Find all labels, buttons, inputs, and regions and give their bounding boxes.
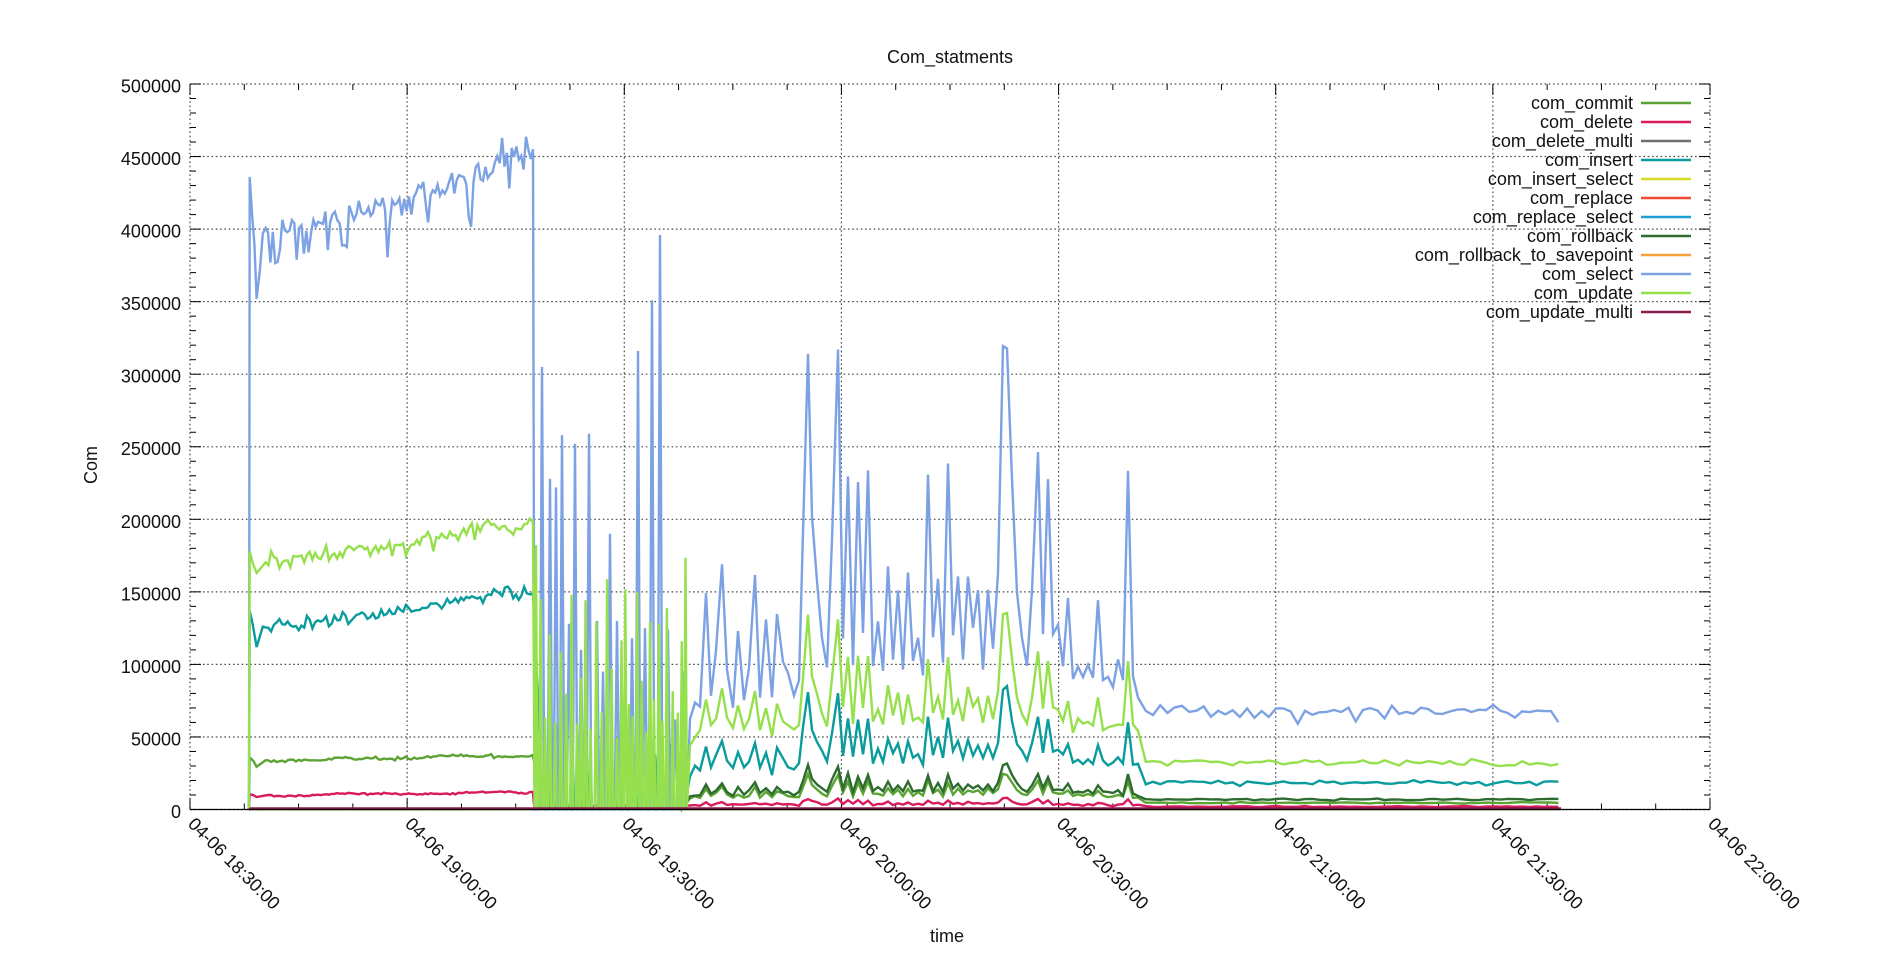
svg-text:150000: 150000 bbox=[121, 584, 181, 604]
svg-text:100000: 100000 bbox=[121, 657, 181, 677]
svg-text:com_update: com_update bbox=[1534, 283, 1633, 304]
svg-text:300000: 300000 bbox=[121, 367, 181, 387]
svg-text:com_rollback_to_savepoint: com_rollback_to_savepoint bbox=[1415, 245, 1633, 266]
svg-text:com_replace: com_replace bbox=[1530, 188, 1633, 209]
svg-text:50000: 50000 bbox=[131, 730, 181, 750]
svg-text:com_select: com_select bbox=[1542, 264, 1633, 285]
svg-text:com_rollback: com_rollback bbox=[1527, 226, 1634, 247]
svg-text:350000: 350000 bbox=[121, 294, 181, 314]
svg-text:com_replace_select: com_replace_select bbox=[1473, 207, 1633, 228]
svg-text:com_delete: com_delete bbox=[1540, 112, 1633, 133]
svg-text:250000: 250000 bbox=[121, 439, 181, 459]
svg-text:Com_statments: Com_statments bbox=[887, 47, 1013, 68]
svg-text:Com: Com bbox=[81, 446, 101, 484]
svg-text:com_delete_multi: com_delete_multi bbox=[1492, 131, 1633, 152]
svg-text:com_update_multi: com_update_multi bbox=[1486, 302, 1633, 323]
svg-text:time: time bbox=[930, 926, 964, 946]
svg-text:0: 0 bbox=[171, 802, 181, 822]
svg-text:400000: 400000 bbox=[121, 222, 181, 242]
svg-text:450000: 450000 bbox=[121, 149, 181, 169]
svg-text:com_commit: com_commit bbox=[1531, 93, 1633, 114]
svg-text:com_insert: com_insert bbox=[1545, 150, 1633, 171]
svg-text:com_insert_select: com_insert_select bbox=[1488, 169, 1633, 190]
svg-text:200000: 200000 bbox=[121, 512, 181, 532]
svg-text:500000: 500000 bbox=[121, 77, 181, 97]
